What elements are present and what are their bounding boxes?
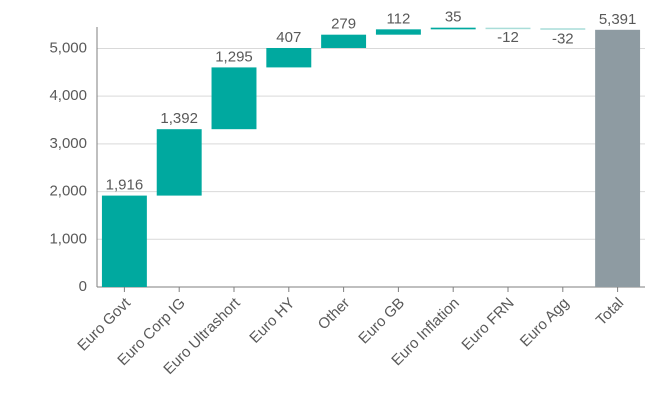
value-label: 407 — [276, 29, 301, 46]
x-tick-label: Euro GB — [355, 295, 408, 348]
x-tick-label: Total — [593, 295, 627, 329]
bar — [211, 67, 257, 130]
bar — [156, 129, 202, 196]
x-tick-label: Euro FRN — [458, 295, 517, 354]
bar — [485, 27, 531, 30]
y-tick-label: 5,000 — [49, 39, 87, 56]
x-tick-label: Euro HY — [246, 295, 298, 347]
bar — [321, 34, 367, 48]
bar — [595, 29, 641, 288]
y-tick-label: 2,000 — [49, 183, 87, 200]
y-tick-label: 0 — [79, 278, 87, 295]
bar — [266, 47, 312, 68]
x-tick-label: Euro Agg — [517, 295, 573, 351]
value-label: -12 — [497, 29, 519, 46]
value-label: 5,391 — [599, 11, 637, 28]
bar — [101, 195, 147, 287]
value-label: -32 — [552, 31, 574, 48]
bar — [540, 28, 586, 30]
y-tick-label: 1,000 — [49, 230, 87, 247]
y-tick-label: 3,000 — [49, 135, 87, 152]
bar — [430, 27, 476, 30]
value-label: 279 — [331, 16, 356, 33]
bar — [375, 29, 421, 35]
x-tick-label: Other — [315, 295, 354, 334]
value-label: 1,916 — [106, 177, 144, 194]
value-label: 35 — [445, 9, 462, 26]
value-label: 1,392 — [160, 110, 198, 127]
value-label: 1,295 — [215, 48, 253, 65]
value-label: 112 — [386, 10, 410, 27]
y-tick-label: 4,000 — [49, 87, 87, 104]
